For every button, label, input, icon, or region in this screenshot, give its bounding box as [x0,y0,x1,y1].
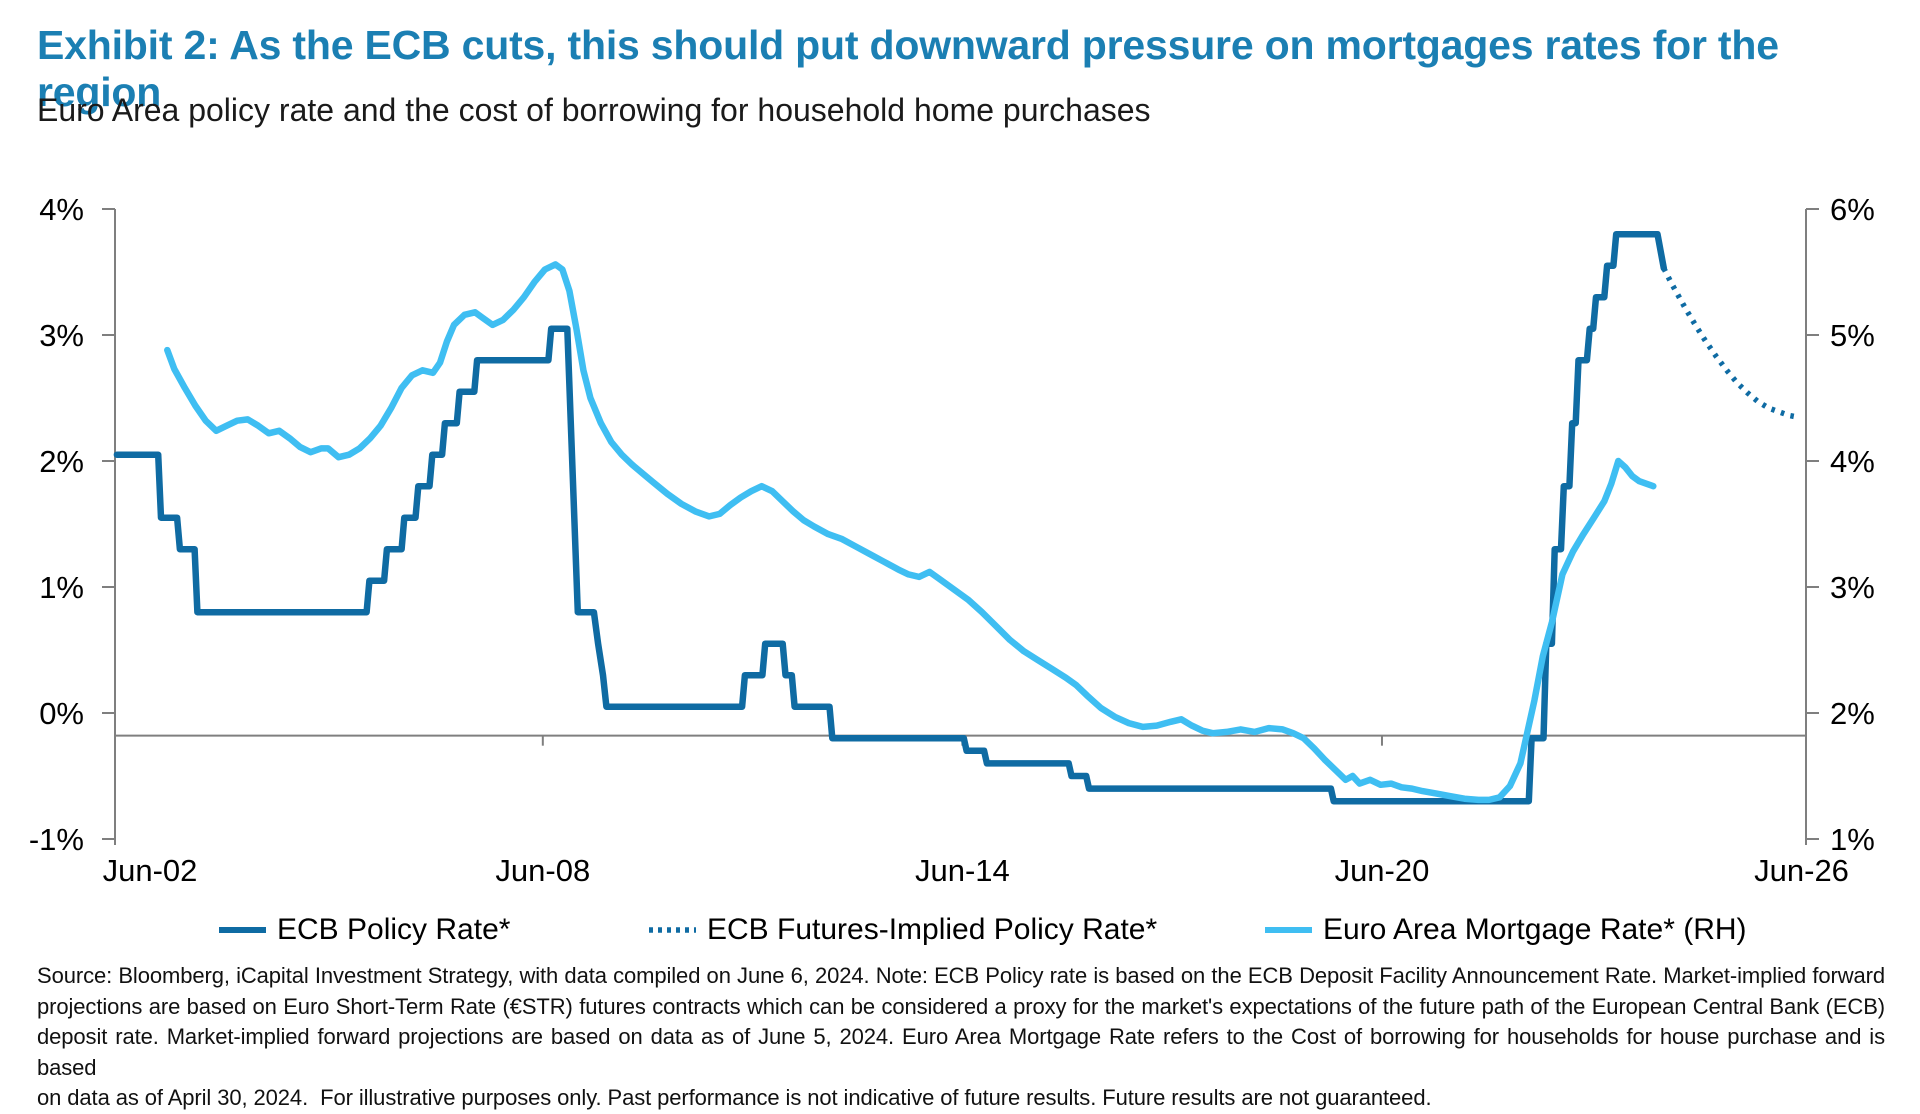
source-note-line-4: on data as of April 30, 2024. For illust… [37,1085,1432,1110]
right-axis-label: 5% [1830,318,1875,353]
legend-item-futures-rate: ECB Futures-Implied Policy Rate* [648,910,1157,950]
futures-implied-line [1661,266,1798,420]
source-note-line-2: projections are based on Euro Short-Term… [37,993,1885,1019]
mortgage-rate-line-swatch [1265,927,1312,933]
right-axis-label: 4% [1830,444,1875,479]
chart-subtitle: Euro Area policy rate and the cost of bo… [37,92,1151,128]
chart-axes: 4% 3% 2% 1% 0% -1% 6% 5% 4% 3% 2% 1% Jun-02 Jun-08 Jun… [29,192,1875,888]
page: { "header": { "title": "Exhibit 2: As th… [28,22,1886,1110]
chart-series [113,230,1798,805]
left-axis-label: 3% [39,318,84,353]
legend-item-policy-rate: ECB Policy Rate* [218,910,510,950]
legend-label-mortgage-rate: Euro Area Mortgage Rate* (RH) [1323,913,1747,946]
legend-item-mortgage-rate: Euro Area Mortgage Rate* (RH) [1264,910,1747,950]
left-axis-label: -1% [29,822,84,857]
x-axis-label: Jun-08 [495,853,590,888]
source-note: Source: Bloomberg, iCapital Investment S… [37,961,1885,1114]
left-axis-label: 2% [39,444,84,479]
right-axis-label: 6% [1830,192,1875,227]
mortgage-rate-line [164,261,1657,804]
right-axis-label: 1% [1830,822,1875,857]
left-axis-label: 4% [39,192,84,227]
legend-label-futures-rate: ECB Futures-Implied Policy Rate* [707,913,1158,946]
x-axis-label: Jun-02 [103,853,198,888]
exhibit-title: Exhibit 2: As the ECB cuts, this should … [37,22,1779,115]
left-axis-label: 0% [39,696,84,731]
policy-rate-line [113,230,1668,805]
x-axis-label: Jun-20 [1335,853,1430,888]
source-note-line-3: deposit rate. Market-implied forward pro… [37,1024,1885,1080]
futures-rate-line-swatch [649,927,696,933]
source-note-line-1: Source: Bloomberg, iCapital Investment S… [37,963,1885,988]
legend-label-policy-rate: ECB Policy Rate* [277,913,511,946]
x-axis-label: Jun-14 [915,853,1010,888]
x-axis-label: Jun-26 [1754,853,1849,888]
right-axis-label: 3% [1830,570,1875,605]
right-axis-label: 2% [1830,696,1875,731]
rate-chart: 4% 3% 2% 1% 0% -1% 6% 5% 4% 3% 2% 1% Jun-02 Jun-08 Jun… [29,192,1875,888]
left-axis-label: 1% [39,570,84,605]
policy-rate-line-swatch [219,927,266,933]
